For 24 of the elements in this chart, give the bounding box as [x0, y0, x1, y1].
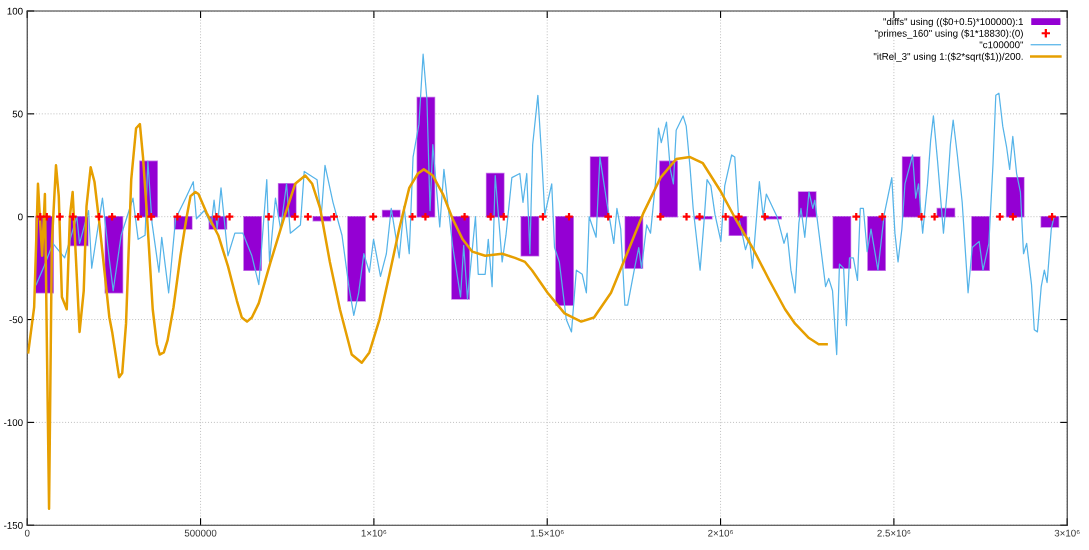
- x-tick-label: 1.5×10⁶: [530, 529, 564, 537]
- x-tick-label: 3×10⁶: [1054, 529, 1080, 537]
- bar: [243, 216, 262, 271]
- y-tick-label: 0: [18, 213, 23, 221]
- y-tick-label: -100: [4, 419, 23, 427]
- legend-label: "diffs" using (($0+0.5)*100000):1: [883, 17, 1023, 28]
- x-tick-label: 2.5×10⁶: [877, 529, 911, 537]
- line-series: [27, 122, 828, 511]
- x-tick-label: 1×10⁶: [361, 529, 387, 537]
- y-tick-label: 50: [12, 110, 23, 118]
- x-tick-label: 2×10⁶: [708, 529, 733, 537]
- bar: [555, 216, 574, 306]
- line-series: [35, 53, 1055, 356]
- x-tick-label: 0: [24, 529, 30, 537]
- legend-label: "c100000": [979, 41, 1024, 49]
- bar: [1005, 176, 1025, 218]
- x-tick-label: 500000: [184, 529, 217, 537]
- bar: [347, 216, 366, 302]
- legend-label: "itRel_3" using 1:($2*sqrt($1))/200.: [873, 52, 1023, 62]
- y-tick-label: -150: [4, 521, 23, 529]
- y-tick-label: -50: [9, 316, 23, 324]
- legend-label: "primes_160" using ($1*18830):(0): [874, 29, 1023, 39]
- y-tick-label: 100: [7, 7, 23, 15]
- bar: [832, 216, 852, 269]
